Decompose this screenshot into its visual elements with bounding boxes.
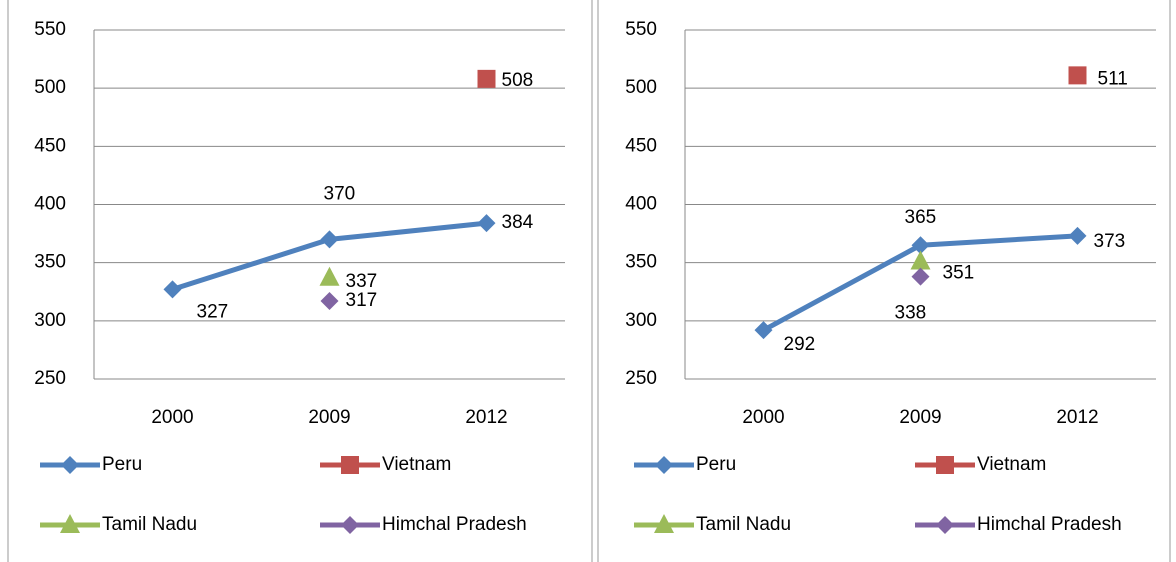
- marker: [911, 236, 930, 255]
- data-label: 337: [346, 271, 378, 292]
- data-label: 292: [784, 334, 816, 355]
- x-tick-label: 2009: [899, 407, 941, 428]
- legend-label: Tamil Nadu: [696, 514, 791, 535]
- y-tick-label: 250: [625, 368, 657, 389]
- legend-marker: [61, 456, 79, 474]
- legend-label: Peru: [102, 454, 142, 475]
- y-tick-label: 450: [34, 135, 66, 156]
- marker: [1068, 226, 1087, 245]
- marker: [319, 266, 340, 286]
- x-tick-label: 2000: [742, 407, 784, 428]
- y-tick-label: 350: [34, 252, 66, 273]
- chart-border: [7, 0, 593, 562]
- data-label: 365: [905, 207, 937, 228]
- y-tick-label: 500: [625, 77, 657, 98]
- data-label: 384: [502, 212, 534, 233]
- legend-label: Vietnam: [977, 454, 1046, 475]
- legend-marker: [936, 456, 954, 474]
- legend-marker: [341, 516, 359, 534]
- data-label: 338: [895, 303, 927, 324]
- marker: [320, 292, 339, 311]
- data-label: 317: [346, 290, 378, 311]
- chart-border: [597, 0, 1171, 562]
- y-tick-label: 350: [625, 252, 657, 273]
- marker: [477, 214, 496, 233]
- x-tick-label: 2000: [151, 407, 193, 428]
- y-tick-label: 400: [34, 194, 66, 215]
- legend-marker: [60, 514, 80, 533]
- marker: [754, 321, 773, 340]
- data-label: 511: [1098, 68, 1128, 89]
- x-tick-label: 2012: [1056, 407, 1098, 428]
- data-label: 508: [502, 70, 534, 91]
- legend-marker: [654, 514, 674, 533]
- legend-label: Himchal Pradesh: [382, 514, 527, 535]
- marker: [320, 230, 339, 249]
- data-label: 370: [324, 183, 356, 204]
- legend-label: Vietnam: [382, 454, 451, 475]
- data-label: 327: [197, 301, 229, 322]
- y-tick-label: 300: [34, 310, 66, 331]
- y-tick-label: 550: [625, 19, 657, 40]
- marker: [910, 250, 931, 270]
- marker: [911, 267, 930, 286]
- legend-marker: [341, 456, 359, 474]
- marker: [163, 280, 182, 299]
- y-tick-label: 300: [625, 310, 657, 331]
- legend-marker: [936, 516, 954, 534]
- legend-label: Tamil Nadu: [102, 514, 197, 535]
- data-label: 351: [943, 263, 975, 284]
- legend-marker: [655, 456, 673, 474]
- marker: [1068, 66, 1087, 85]
- x-tick-label: 2012: [465, 407, 507, 428]
- y-tick-label: 250: [34, 368, 66, 389]
- y-tick-label: 400: [625, 194, 657, 215]
- x-tick-label: 2009: [308, 407, 350, 428]
- marker: [477, 69, 496, 88]
- data-label: 373: [1094, 231, 1126, 252]
- legend-label: Peru: [696, 454, 736, 475]
- y-tick-label: 450: [625, 135, 657, 156]
- legend-label: Himchal Pradesh: [977, 514, 1122, 535]
- y-tick-label: 550: [34, 19, 66, 40]
- y-tick-label: 500: [34, 77, 66, 98]
